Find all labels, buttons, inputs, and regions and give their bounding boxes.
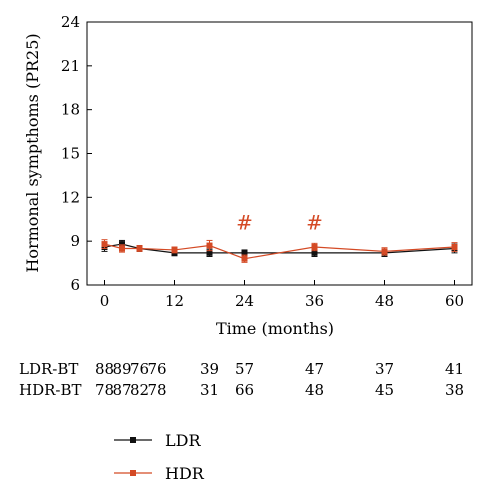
y-tick-label: 15: [61, 145, 80, 163]
risk-value: 31: [200, 381, 219, 399]
risk-value: 88: [95, 360, 114, 378]
risk-value: 57: [235, 360, 254, 378]
y-tick-label: 9: [70, 232, 80, 250]
data-point: [206, 249, 213, 256]
legend-label: LDR: [165, 431, 201, 450]
risk-value: 78: [147, 381, 166, 399]
risk-value: 48: [305, 381, 324, 399]
data-point: [241, 255, 248, 262]
risk-value: 38: [445, 381, 464, 399]
series-hdr: [101, 239, 458, 263]
y-tick-label: 24: [61, 13, 80, 31]
risk-row-label: LDR-BT: [19, 360, 78, 378]
data-point: [311, 244, 318, 251]
x-tick-label: 0: [100, 292, 110, 310]
data-point: [101, 241, 108, 248]
y-axis-ticks: 6 9 12 15 18 21 24: [61, 13, 92, 294]
significance-mark: #: [306, 210, 323, 234]
data-point: [451, 244, 458, 251]
legend-marker: [130, 470, 136, 476]
series-line: [104, 243, 455, 254]
risk-value: 89: [112, 360, 131, 378]
x-tick-label: 24: [235, 292, 254, 310]
x-axis-title: Time (months): [216, 319, 334, 338]
data-point: [136, 245, 143, 252]
data-point: [206, 242, 213, 249]
risk-row-label: HDR-BT: [19, 381, 82, 399]
risk-value: 82: [130, 381, 149, 399]
risk-value: 76: [147, 360, 166, 378]
risk-value: 37: [375, 360, 394, 378]
risk-value: 47: [305, 360, 324, 378]
series-layer: [101, 239, 458, 263]
annotation-layer: # #: [236, 210, 323, 234]
data-point: [381, 248, 388, 255]
data-point: [241, 249, 248, 256]
x-tick-label: 60: [445, 292, 464, 310]
y-tick-label: 21: [61, 57, 80, 75]
data-point: [119, 241, 125, 248]
x-tick-label: 12: [165, 292, 184, 310]
risk-value: 78: [95, 381, 114, 399]
series-ldr: [101, 239, 458, 258]
legend-marker: [130, 437, 136, 443]
legend-label: HDR: [165, 464, 205, 483]
legend: LDR HDR: [114, 431, 205, 483]
x-tick-label: 36: [305, 292, 324, 310]
x-tick-label: 48: [375, 292, 394, 310]
data-point: [119, 245, 125, 252]
x-axis-ticks: 0 12 24 36 48 60: [100, 280, 464, 310]
risk-value: 66: [235, 381, 254, 399]
risk-value: 41: [445, 360, 464, 378]
risk-value: 45: [375, 381, 394, 399]
plot-frame: [86, 21, 473, 286]
risk-value: 87: [112, 381, 131, 399]
y-axis-title: Hormonal sympthoms (PR25): [23, 33, 42, 272]
significance-mark: #: [236, 210, 253, 234]
y-tick-label: 18: [61, 101, 80, 119]
risk-value: 39: [200, 360, 219, 378]
data-point: [171, 246, 178, 253]
y-tick-label: 6: [70, 276, 80, 294]
data-point: [311, 249, 318, 256]
risk-value: 76: [130, 360, 149, 378]
y-tick-label: 12: [61, 188, 80, 206]
